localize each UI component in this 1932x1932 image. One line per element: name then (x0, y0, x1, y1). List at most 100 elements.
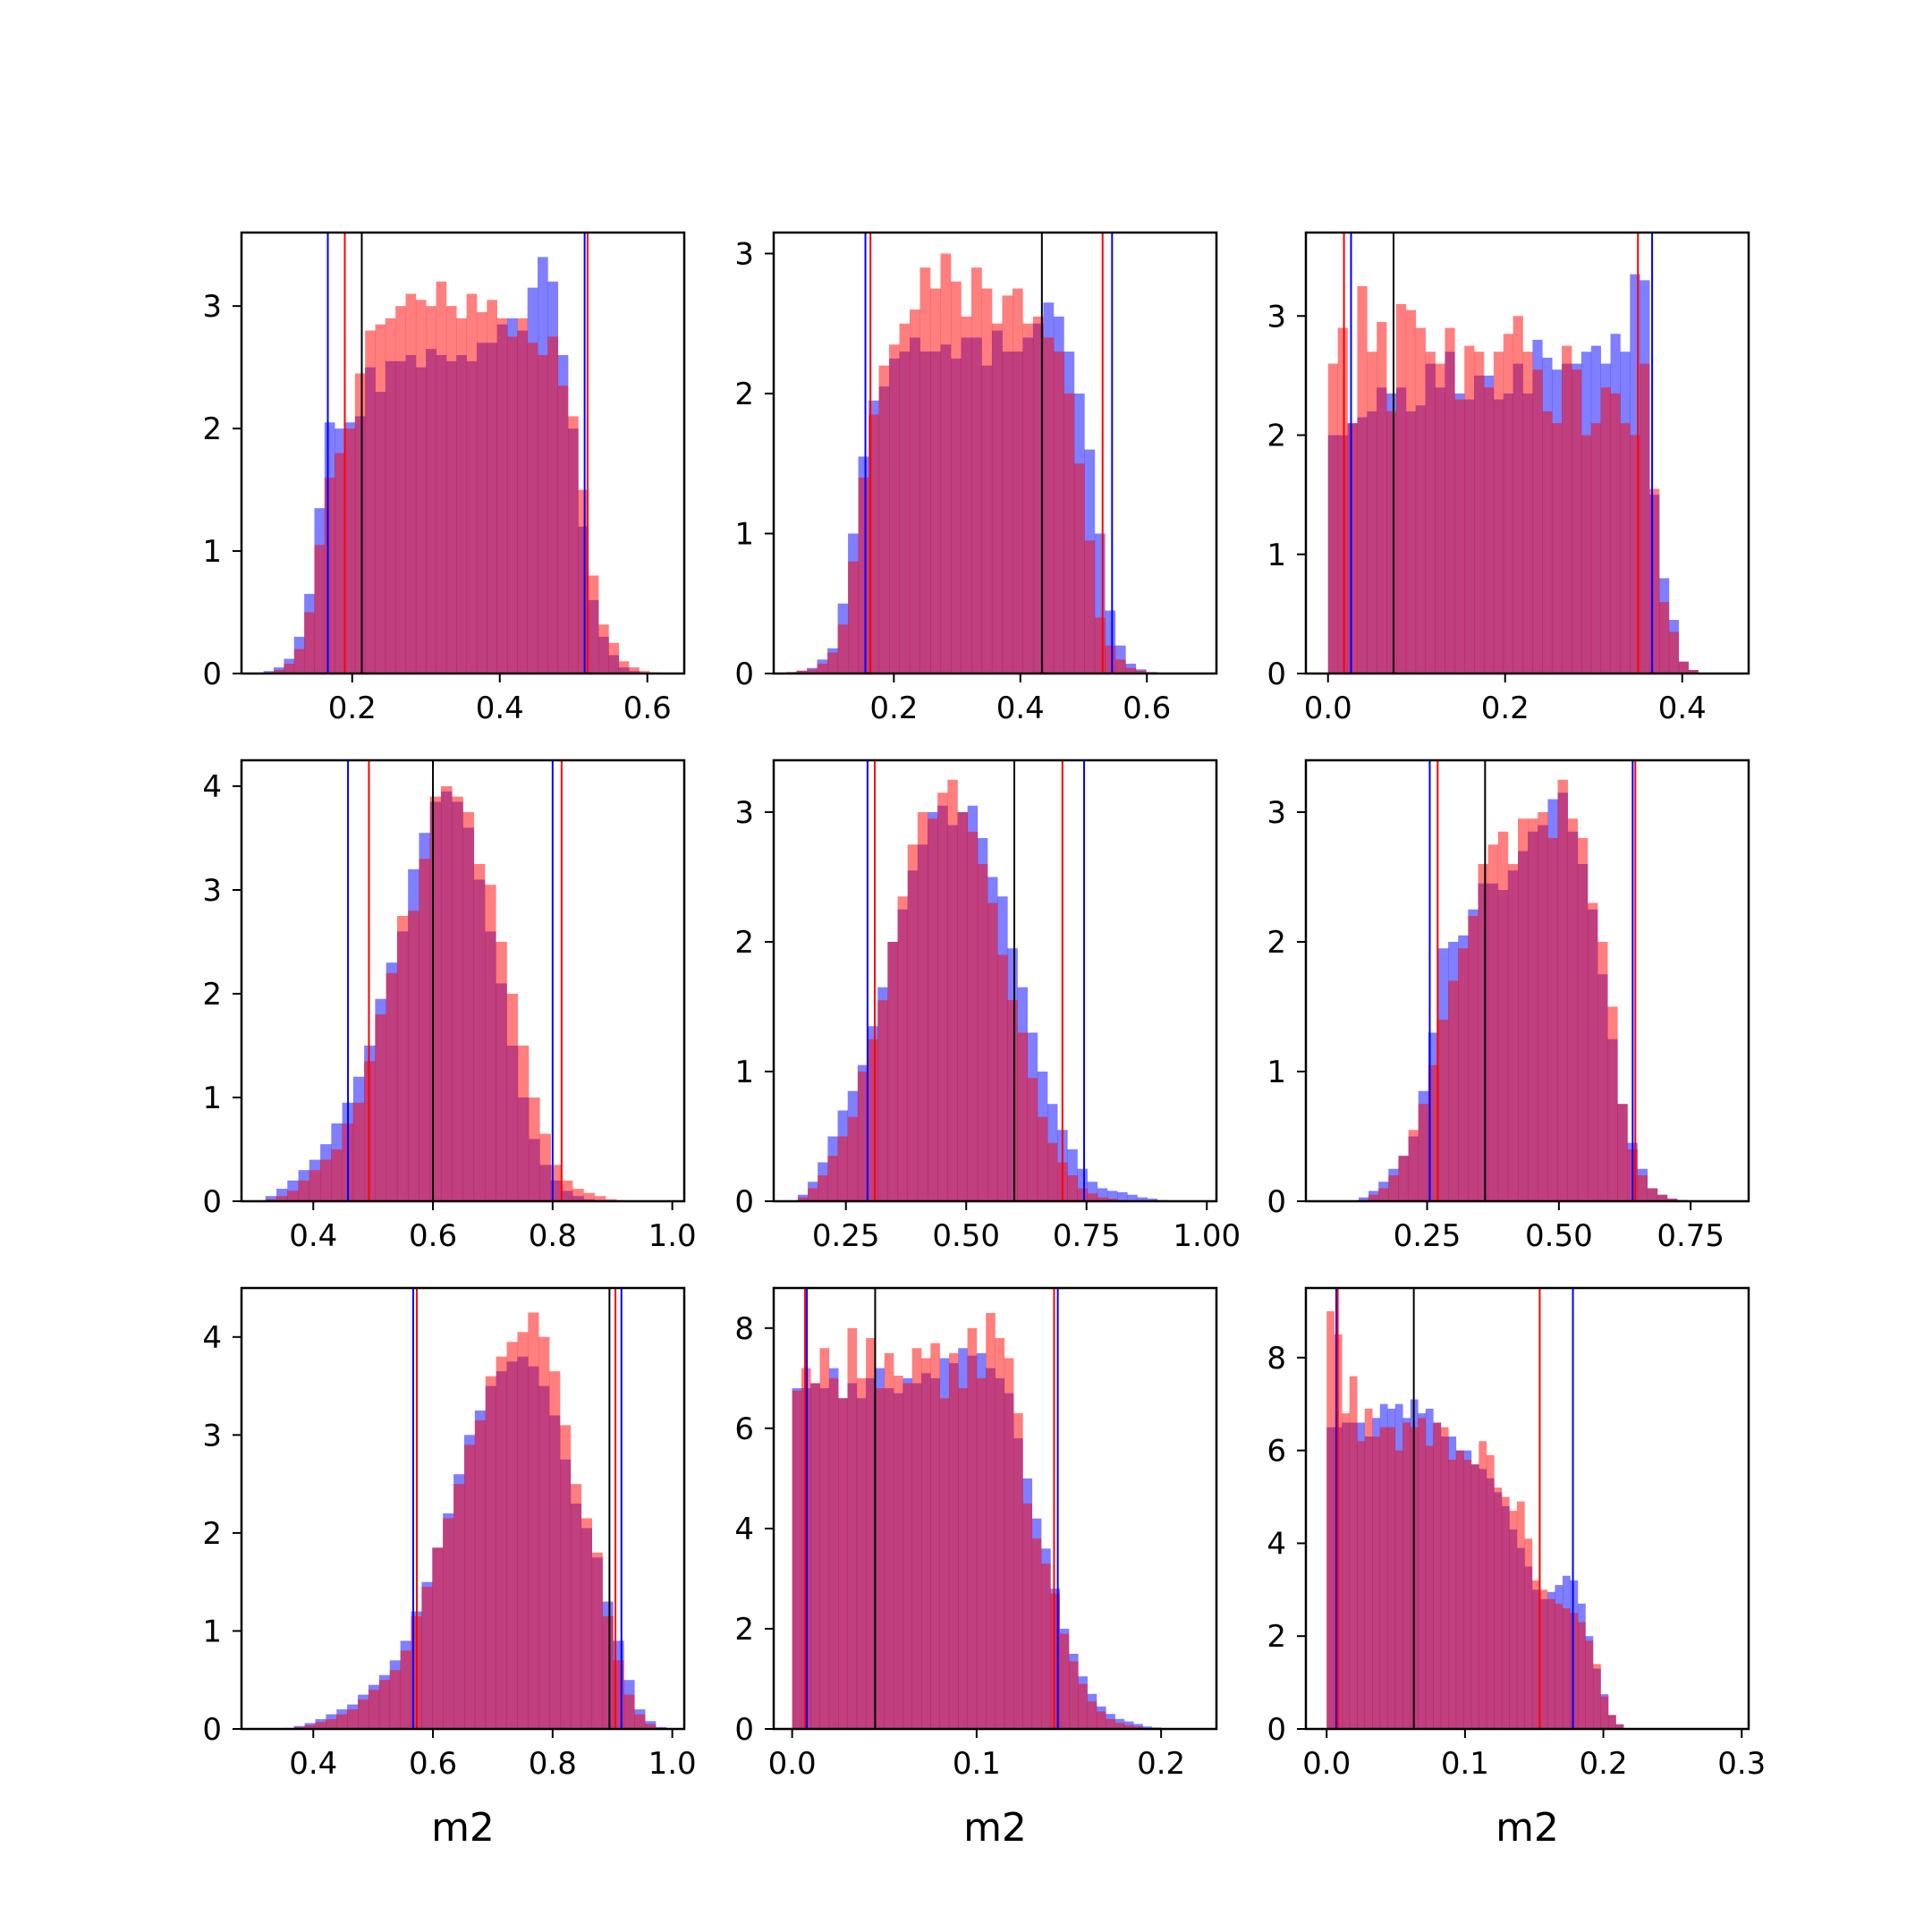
x-tick-label: 0.2 (1481, 691, 1530, 726)
red-histogram-bar (866, 1338, 876, 1729)
red-histogram-bar (594, 1196, 606, 1201)
blue-histogram-bar (1097, 1188, 1108, 1201)
red-histogram-bar (1043, 337, 1055, 674)
plot-area (797, 760, 1168, 1201)
red-histogram-bar (496, 942, 507, 1201)
red-histogram-bar (527, 343, 538, 674)
red-histogram-bar (496, 318, 508, 674)
subplot-6: 0.25 0.50 0.75 0 1 2 3 (1267, 758, 1750, 1254)
y-tick-label: 1 (734, 1055, 754, 1090)
red-histogram-bar (274, 669, 284, 674)
x-tick-label: 0.2 (1137, 1746, 1185, 1782)
red-histogram-bar (538, 354, 548, 674)
red-histogram-bar (958, 1388, 968, 1729)
axes-frame (240, 231, 686, 675)
red-histogram-bar (487, 300, 497, 674)
subplot-7: 0.4 0.6 0.8 1.0 0 1 2 3 4 m2 (202, 1286, 697, 1851)
x-tick-label: 0.4 (1658, 691, 1707, 726)
red-histogram-bar (856, 1377, 867, 1729)
red-histogram-bar (878, 365, 890, 674)
red-histogram-bar (1620, 423, 1631, 674)
red-histogram-bar (580, 1518, 592, 1729)
blue-histogram-bar (1106, 1191, 1118, 1201)
subplot-9: 0.0 0.1 0.2 0.3 0 2 4 6 8 m2 (1267, 1286, 1766, 1851)
red-histogram-bar (981, 288, 993, 674)
red-histogram-bar (1394, 1450, 1403, 1729)
red-histogram-bar (837, 624, 849, 674)
red-histogram-bar (1077, 1188, 1088, 1201)
red-histogram-bar (462, 812, 475, 1201)
red-histogram-bar (995, 1338, 1005, 1729)
red-histogram-bar (1326, 1310, 1335, 1729)
red-histogram-bar (887, 942, 898, 1201)
subplot-8: 0.0 0.1 0.2 0 2 4 6 8 m2 (734, 1286, 1218, 1851)
red-histogram-bar (375, 324, 386, 674)
red-histogram-bar (1509, 1511, 1518, 1729)
red-histogram-bar (837, 1136, 849, 1201)
y-tick-label: 0 (734, 1712, 754, 1748)
red-histogram-bar (1538, 812, 1548, 1201)
red-histogram-bar (1630, 435, 1640, 674)
red-histogram-bar (1368, 1194, 1379, 1201)
plot-area (283, 1288, 667, 1729)
red-histogram-bar (1617, 1104, 1628, 1201)
y-tick-label: 3 (202, 873, 222, 909)
red-histogram-bar (939, 1398, 950, 1729)
red-histogram-bar (395, 306, 406, 674)
red-histogram-bar (429, 796, 442, 1201)
red-histogram-bar (827, 652, 838, 674)
red-histogram-bar (466, 293, 478, 674)
red-histogram-bar (1570, 1613, 1579, 1729)
red-histogram-bar (1418, 1104, 1429, 1201)
red-histogram-bar (1386, 411, 1397, 674)
red-histogram-bar (976, 1377, 987, 1729)
red-histogram-bar (1637, 1175, 1648, 1201)
subplot-1: 0.2 0.4 0.6 0 1 2 3 (202, 231, 686, 726)
red-histogram-bar (539, 1133, 551, 1201)
red-histogram-bar (1367, 352, 1377, 674)
x-tick-label: 0.6 (1123, 691, 1171, 726)
red-histogram-bar (921, 1358, 931, 1729)
red-histogram-bar (1610, 393, 1621, 674)
red-histogram-bar (1531, 1580, 1540, 1729)
y-tick-label: 2 (734, 377, 754, 412)
red-histogram-bar (1069, 1661, 1079, 1729)
y-tick-label: 2 (1267, 1619, 1286, 1655)
red-histogram-bar (1114, 659, 1126, 674)
y-tick-label: 1 (202, 1614, 222, 1649)
red-histogram-bar (1464, 345, 1475, 674)
y-tick-label: 1 (734, 516, 754, 552)
red-histogram-bar (426, 306, 436, 674)
blue-histogram-bar (1077, 1168, 1088, 1201)
red-histogram-bar (358, 1699, 369, 1729)
y-tick-label: 0 (1267, 1712, 1286, 1748)
red-histogram-bar (1678, 661, 1689, 674)
red-histogram-bar (1022, 1503, 1033, 1729)
red-histogram-bar (987, 902, 998, 1201)
red-histogram-bar (810, 1383, 820, 1729)
red-histogram-bar (485, 885, 496, 1201)
red-histogram-bar (440, 786, 453, 1201)
plot-area (265, 760, 628, 1201)
red-histogram-bar (869, 414, 879, 674)
red-histogram-bar (1078, 1683, 1088, 1729)
x-tick-label: 0.6 (623, 691, 672, 726)
red-histogram-bar (645, 1724, 657, 1729)
red-histogram-bar (1494, 1487, 1503, 1729)
red-histogram-bar (1402, 1422, 1411, 1729)
blue-histogram-bar (1147, 1199, 1158, 1201)
red-histogram-bar (309, 1170, 321, 1201)
red-histogram-bar (947, 779, 958, 1201)
red-histogram-bar (1067, 1175, 1078, 1201)
red-histogram-bar (591, 1552, 603, 1729)
red-histogram-bar (1524, 1538, 1533, 1729)
red-histogram-bar (602, 1616, 614, 1729)
red-histogram-bar (797, 1197, 809, 1201)
axes-frame (1304, 758, 1750, 1203)
red-histogram-bar (1398, 1156, 1409, 1201)
axes-frame (772, 758, 1218, 1203)
red-histogram-bar (561, 1180, 573, 1201)
y-tick-label: 8 (734, 1311, 754, 1347)
red-histogram-bar (1585, 1640, 1594, 1729)
